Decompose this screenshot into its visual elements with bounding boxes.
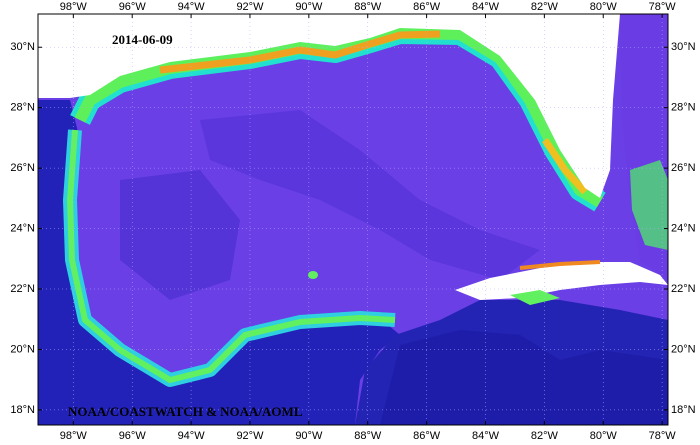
date-stamp: 2014-06-09 [112, 32, 173, 47]
lon-label-top: 82°W [531, 1, 559, 13]
lat-label-left: 26°N [10, 162, 35, 174]
map-imagery [38, 14, 668, 425]
map-frame [37, 13, 669, 426]
lon-label-bottom: 86°W [413, 430, 441, 442]
lon-label-bottom: 82°W [531, 430, 559, 442]
lat-label-right: 22°N [671, 283, 696, 295]
coastal-band-green [67, 129, 396, 383]
lat-label-left: 18°N [10, 404, 35, 416]
lon-label-bottom: 78°W [649, 430, 677, 442]
lon-label-top: 80°W [590, 1, 618, 13]
lon-label-bottom: 88°W [354, 430, 382, 442]
cuba-land [455, 262, 668, 300]
lon-label-bottom: 84°W [472, 430, 500, 442]
lat-label-left: 28°N [10, 102, 35, 114]
lat-label-left: 30°N [10, 41, 35, 53]
lon-label-bottom: 80°W [590, 430, 618, 442]
lat-label-left: 24°N [10, 222, 35, 234]
lon-label-bottom: 98°W [60, 430, 88, 442]
lon-label-bottom: 90°W [295, 430, 323, 442]
lon-label-top: 94°W [178, 1, 206, 13]
lon-label-top: 92°W [236, 1, 264, 13]
bloom-spot [308, 271, 318, 279]
axis-ticks: 98°W 98°W 96°W 96°W 94°W 94°W 92°W 92°W 90°W 90°W… [10, 1, 695, 442]
bahamas-bank [630, 160, 668, 250]
lat-label-right: 30°N [671, 41, 696, 53]
lon-label-top: 86°W [413, 1, 441, 13]
lon-label-top: 90°W [295, 1, 323, 13]
graticule [38, 14, 668, 425]
lat-label-right: 28°N [671, 102, 696, 114]
lon-label-top: 78°W [649, 1, 677, 13]
water-patch [120, 170, 240, 300]
lat-label-right: 20°N [671, 343, 696, 355]
lat-label-right: 26°N [671, 162, 696, 174]
lon-label-bottom: 94°W [178, 430, 206, 442]
lat-label-left: 20°N [10, 343, 35, 355]
credit-text: NOAA/COASTWATCH & NOAA/AOML [68, 404, 303, 419]
lon-label-top: 98°W [60, 1, 88, 13]
lon-label-top: 88°W [354, 1, 382, 13]
lon-label-bottom: 92°W [236, 430, 264, 442]
coastal-band-yellow [542, 138, 588, 195]
lat-label-right: 24°N [671, 222, 696, 234]
lon-label-top: 96°W [119, 1, 147, 13]
mexico-land [38, 100, 400, 425]
cuba-shelf [510, 290, 560, 305]
coastal-band-orange [159, 30, 441, 74]
water-patch [200, 110, 540, 280]
lat-label-left: 22°N [10, 283, 35, 295]
lat-label-right: 18°N [671, 404, 696, 416]
yucatan-land [380, 330, 668, 425]
lon-label-bottom: 96°W [119, 430, 147, 442]
cuba-shelf [519, 260, 601, 270]
us-land [38, 14, 668, 198]
lon-label-top: 84°W [472, 1, 500, 13]
